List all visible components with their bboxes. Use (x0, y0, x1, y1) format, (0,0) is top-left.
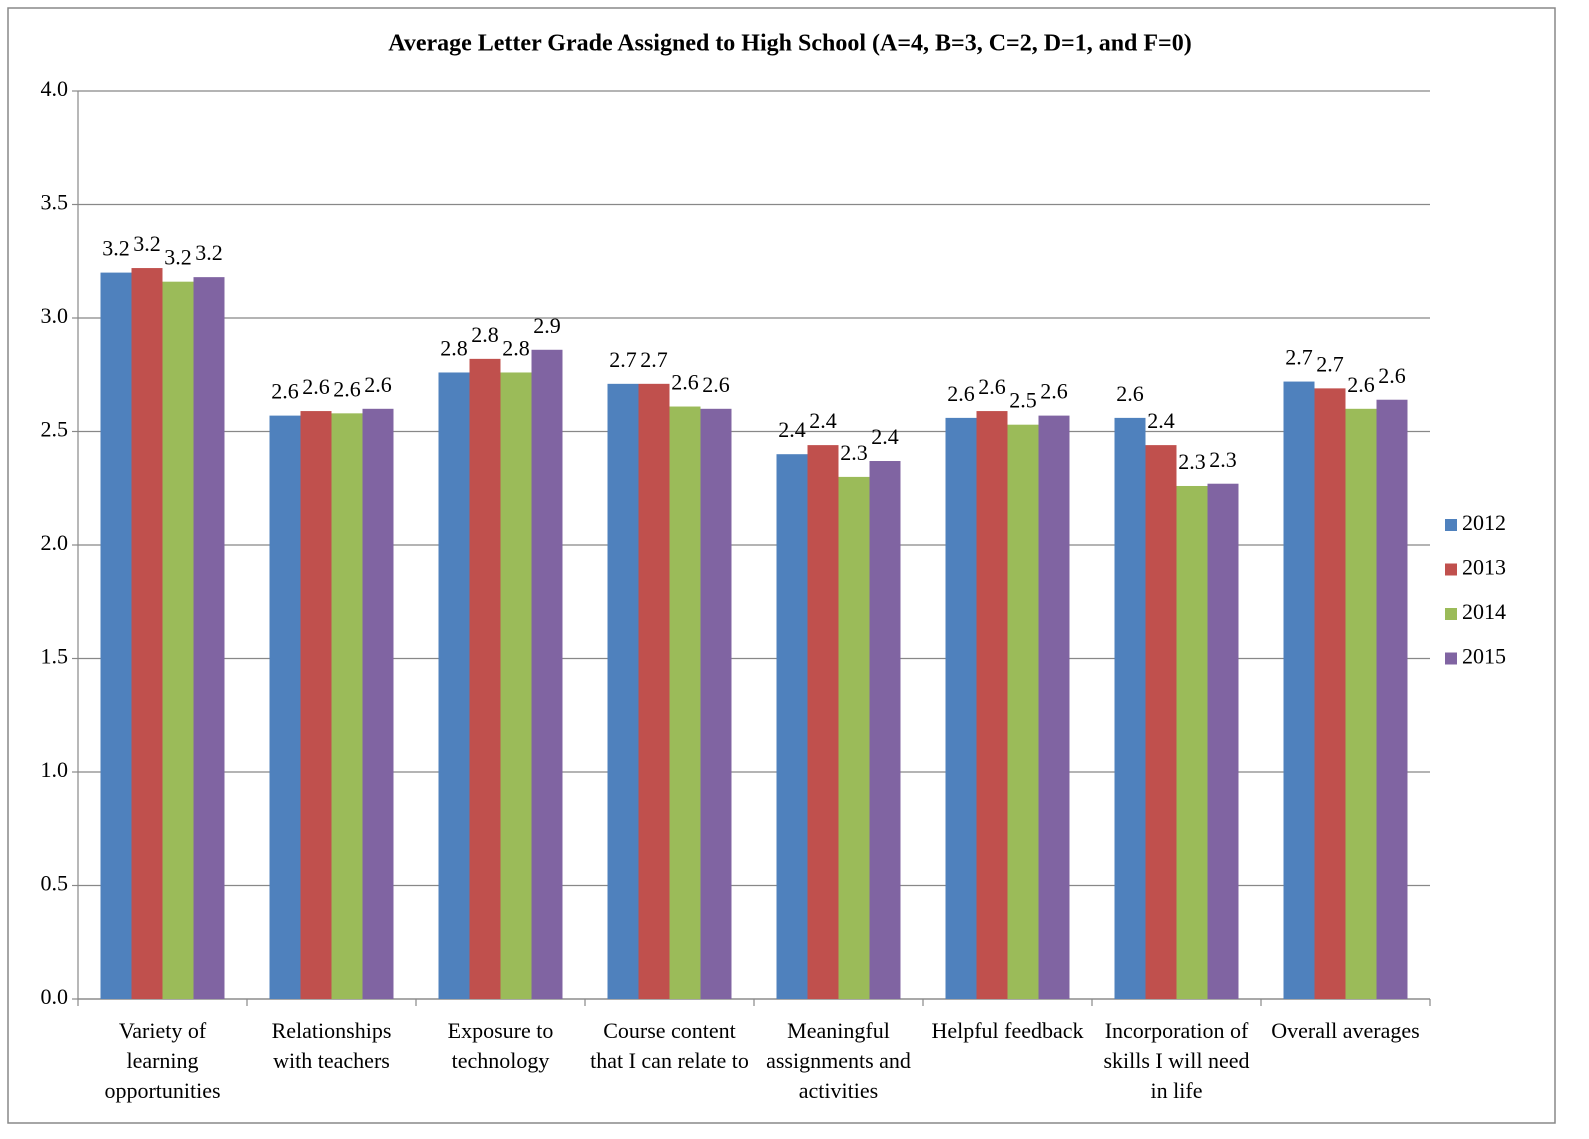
data-label: 2.6 (364, 372, 392, 397)
legend-label: 2014 (1462, 599, 1506, 624)
y-tick-label: 0.5 (41, 871, 69, 896)
bar (807, 445, 839, 999)
data-label: 3.2 (195, 240, 223, 265)
data-label: 2.8 (440, 336, 468, 361)
legend-label: 2015 (1462, 644, 1506, 669)
data-label: 2.4 (871, 424, 899, 449)
data-label: 3.2 (102, 236, 130, 261)
data-label: 2.6 (1347, 372, 1375, 397)
bar (700, 408, 732, 999)
bar (162, 281, 194, 999)
bar (131, 268, 163, 999)
data-label: 2.6 (702, 372, 730, 397)
data-label: 2.6 (671, 370, 699, 395)
x-tick-label: Incorporation of skills I will need in l… (1103, 1018, 1250, 1103)
legend-swatch (1445, 519, 1457, 531)
x-tick-label: Helpful feedback (931, 1018, 1084, 1043)
x-tick-label: Meaningful assignments and activities (766, 1018, 911, 1103)
data-label: 2.4 (809, 408, 837, 433)
bar (776, 454, 808, 999)
data-label: 2.8 (502, 336, 530, 361)
y-tick-label: 1.5 (41, 644, 69, 669)
y-tick-label: 1.0 (41, 757, 69, 782)
chart-title: Average Letter Grade Assigned to High Sc… (388, 31, 1191, 57)
data-label: 2.9 (533, 313, 561, 338)
data-label: 3.2 (164, 245, 192, 270)
legend-swatch (1445, 652, 1457, 665)
data-label: 2.4 (1147, 408, 1175, 433)
bar (331, 413, 363, 1000)
y-tick-label: 2.0 (41, 530, 69, 555)
data-label: 2.3 (840, 440, 868, 465)
bar (976, 411, 1008, 999)
data-label: 2.7 (609, 347, 637, 372)
legend-swatch (1445, 563, 1457, 576)
x-tick-label: Variety of learning opportunities (104, 1018, 221, 1103)
bar (1176, 485, 1208, 1000)
data-label: 2.7 (1316, 351, 1344, 376)
data-label: 2.6 (1116, 381, 1144, 406)
bar (193, 277, 225, 999)
data-label: 2.8 (471, 322, 499, 347)
bar (100, 272, 132, 1000)
y-tick-label: 3.0 (41, 303, 69, 328)
bar (362, 408, 394, 999)
data-label: 2.6 (1040, 379, 1068, 404)
bar (607, 383, 639, 1000)
y-tick-label: 0.0 (41, 984, 69, 1009)
bar (869, 461, 901, 999)
data-label: 2.3 (1178, 449, 1206, 474)
data-label: 2.6 (302, 374, 330, 399)
bar (1283, 381, 1315, 999)
x-tick-label: Exposure to technology (447, 1018, 554, 1073)
bar (1207, 483, 1239, 1000)
x-tick-label: Relationships with teachers (271, 1018, 392, 1073)
bar (1345, 408, 1377, 999)
data-label: 2.6 (947, 381, 975, 406)
data-label: 3.2 (133, 231, 161, 256)
x-tick-label: Course content that I can relate to (590, 1018, 749, 1073)
legend-swatch (1445, 608, 1457, 620)
y-tick-label: 2.5 (41, 417, 69, 442)
data-label: 2.6 (978, 374, 1006, 399)
bar (1376, 399, 1408, 1000)
data-label: 2.7 (640, 347, 668, 372)
bar (500, 372, 532, 1000)
bar (469, 358, 501, 999)
bar (1145, 445, 1177, 999)
bar (438, 372, 470, 1000)
bar (669, 406, 701, 999)
x-tick-label: Overall averages (1271, 1018, 1420, 1043)
bar (1038, 415, 1070, 999)
legend-label: 2012 (1462, 510, 1506, 535)
bar (300, 411, 332, 999)
bar (1114, 417, 1146, 999)
y-tick-label: 3.5 (41, 190, 69, 215)
y-tick-label: 4.0 (41, 76, 69, 101)
bar (1314, 388, 1346, 999)
data-label: 2.4 (778, 417, 806, 442)
bar (531, 349, 563, 999)
data-label: 2.7 (1285, 345, 1313, 370)
data-label: 2.6 (1378, 363, 1406, 388)
legend-label: 2013 (1462, 555, 1506, 580)
data-label: 2.6 (271, 379, 299, 404)
bar (638, 383, 670, 1000)
bar (1007, 424, 1039, 999)
data-label: 2.6 (333, 376, 361, 401)
bar (945, 417, 977, 999)
data-label: 2.3 (1209, 447, 1237, 472)
data-label: 2.5 (1009, 388, 1037, 413)
bar (838, 476, 870, 999)
bar (269, 415, 301, 999)
